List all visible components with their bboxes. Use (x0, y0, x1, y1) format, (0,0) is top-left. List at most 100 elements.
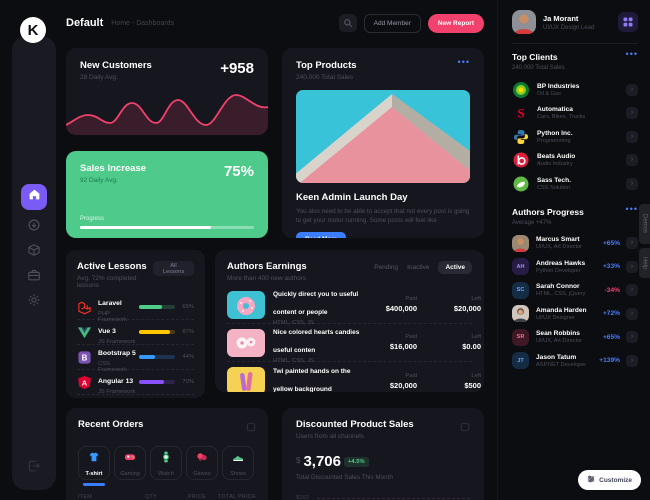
tab-pending[interactable]: Pending (374, 264, 399, 271)
search-button[interactable] (338, 14, 357, 32)
sidebar-item-home[interactable] (21, 184, 47, 210)
chevron-right-icon[interactable]: › (626, 307, 638, 320)
tab-gloves[interactable]: Gloves (186, 446, 218, 486)
user-profile[interactable]: Ja Morant UI/UX Design Lead (512, 10, 638, 34)
client-row[interactable]: Beats Audio Audio Industry › (512, 149, 638, 173)
left-value: $20,000 (453, 304, 481, 313)
tab-shoes[interactable]: Shoes (222, 446, 254, 486)
chevron-right-icon[interactable]: › (626, 237, 638, 250)
chevron-right-icon[interactable]: › (626, 284, 638, 297)
recent-orders-card: Recent Orders T-shirt Gaming Watch Glove… (66, 408, 268, 500)
lesson-sub: JS Framework (98, 388, 136, 395)
chevron-right-icon[interactable]: › (626, 177, 638, 190)
sidebar-item-packages[interactable] (26, 243, 42, 262)
author-role: Python Developer (536, 267, 581, 274)
author-avatar (512, 305, 529, 323)
user-avatar (512, 10, 536, 34)
client-name: Python Inc. (537, 129, 573, 137)
tab-gaming[interactable]: Gaming (114, 446, 146, 486)
paid-value: $400,000 (385, 304, 417, 313)
all-lessons-button[interactable]: All Lessons (152, 261, 194, 276)
client-row[interactable]: BP Industries Oil & Gas › (512, 78, 638, 102)
add-member-button[interactable]: Add Member (363, 13, 421, 33)
demos-edge-tab[interactable]: Demos (639, 204, 650, 244)
top-products-card: Top Products 240,000 Total Sales ••• Kee… (282, 48, 484, 238)
client-row[interactable]: S Automatica Cars, Bikes, Trucks › (512, 102, 638, 126)
lesson-bar (139, 330, 175, 334)
author-name: Andreas Hawks (536, 259, 586, 267)
section-menu-icon[interactable]: ••• (625, 203, 638, 214)
hands-thumbnail (227, 367, 265, 392)
top-clients-subtitle: 240,000 Total Sales (512, 65, 565, 71)
sidebar-item-reports[interactable] (26, 218, 42, 235)
chevron-right-icon[interactable]: › (626, 154, 638, 167)
chevron-right-icon[interactable]: › (626, 130, 638, 143)
client-row[interactable]: Python Inc. Programming › (512, 125, 638, 149)
read-more-button[interactable]: Read More (296, 231, 347, 238)
tab-label: Shoes (230, 470, 246, 477)
tab-active[interactable]: Active (438, 261, 472, 274)
paid-value: $16,000 (389, 342, 417, 351)
sidebar-item-settings[interactable] (26, 293, 42, 310)
tshirt-icon (88, 450, 100, 468)
author-row[interactable]: Amanda Harden UI/UX Designer +72% › (512, 302, 638, 326)
user-role: UI/UX Design Lead (543, 24, 595, 31)
author-row[interactable]: Marcus Smart UI/UX, Art Director +65% › (512, 232, 638, 256)
chevron-right-icon[interactable]: › (626, 354, 638, 367)
client-sub: Audio Industry (537, 161, 573, 168)
author-role: UI/UX Designer (536, 314, 575, 321)
chevron-right-icon[interactable]: › (626, 107, 638, 120)
sidebar-nav (21, 184, 47, 310)
lesson-row[interactable]: Vue 3 JS Framework 87% (77, 320, 194, 345)
help-edge-tab[interactable]: Help (639, 248, 650, 278)
author-row[interactable]: SC Sarah Connor HTML, CSS, jQuery -34% › (512, 279, 638, 303)
lesson-row[interactable]: Laravel PHP Framework 65% (77, 295, 194, 323)
lesson-row[interactable]: A Angular 13 JS Framework 70% (77, 370, 194, 395)
chevron-right-icon[interactable]: › (626, 331, 638, 344)
shoes-icon (232, 450, 244, 468)
card-options-icon[interactable] (460, 419, 470, 440)
tab-watch[interactable]: Watch (150, 446, 182, 486)
breadcrumb[interactable]: Home - Dashboards (111, 19, 174, 27)
card-subtitle: 240,000 Total Sales (296, 74, 353, 81)
card-options-icon[interactable] (246, 419, 256, 437)
progress-fill (80, 226, 211, 229)
article-body: You also need to be able to accept that … (296, 208, 470, 225)
tab-tshirt[interactable]: T-shirt (78, 446, 110, 486)
authors-progress-title: Authors Progress (512, 206, 584, 217)
author-name: Jason Tatum (536, 353, 577, 361)
customize-button[interactable]: Customize (578, 470, 641, 490)
lesson-pct: 65% (182, 304, 194, 310)
author-row[interactable]: AH Andreas Hawks Python Developer +33% › (512, 255, 638, 279)
author-row[interactable]: SR Sean Robbins UI/UX, Art Director +65% … (512, 326, 638, 350)
lesson-name: Laravel (98, 299, 122, 307)
tab-inactive[interactable]: Inactive (407, 264, 430, 271)
client-name: Sass Tech. (537, 176, 571, 184)
section-menu-icon[interactable]: ••• (625, 49, 638, 59)
lesson-row[interactable]: SpringJava Framework 56% (77, 395, 194, 398)
earning-row: Nice colored hearts candies useful conte… (227, 324, 481, 364)
cube-icon (27, 243, 41, 262)
card-subtitle: More than 400 new authors (227, 275, 307, 282)
lesson-sub: PHP Framework (98, 310, 127, 323)
app-logo[interactable]: K (20, 17, 46, 43)
client-row[interactable]: Sass Tech. CSS Solution › (512, 172, 638, 196)
vue-icon (77, 325, 92, 340)
sidebar-item-signout[interactable] (12, 459, 56, 478)
article-title: Keen Admin Launch Day (296, 192, 408, 203)
top-clients-title: Top Clients (512, 52, 558, 62)
author-avatar: AH (512, 258, 529, 276)
sidebar-item-projects[interactable] (26, 269, 42, 285)
author-row[interactable]: JT Jason Tatum ASP.NET Developer +139% › (512, 349, 638, 373)
card-menu-icon[interactable]: ••• (457, 57, 470, 67)
chevron-right-icon[interactable]: › (626, 83, 638, 96)
lesson-bar (139, 355, 175, 359)
new-report-button[interactable]: New Report (427, 13, 484, 33)
author-progress-value: +65% (602, 333, 620, 341)
apps-grid-button[interactable] (618, 12, 638, 32)
earning-title: Twi painted hands on the yellow backgrou… (273, 367, 351, 393)
lesson-row[interactable]: B Bootstrap 5 CSS Framework 44% (77, 345, 194, 373)
angular-icon: A (77, 375, 92, 390)
chevron-right-icon[interactable]: › (626, 260, 638, 273)
